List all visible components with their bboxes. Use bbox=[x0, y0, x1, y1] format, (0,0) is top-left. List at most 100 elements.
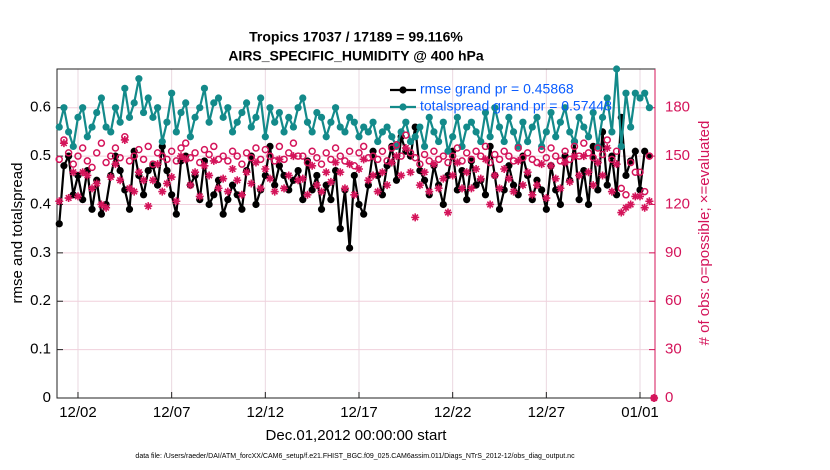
point bbox=[641, 89, 649, 97]
evaluated-marker bbox=[326, 177, 335, 186]
evaluated-marker bbox=[570, 152, 579, 161]
evaluated-marker bbox=[195, 192, 204, 201]
evaluated-marker bbox=[59, 139, 68, 148]
possible-marker bbox=[505, 152, 513, 160]
point bbox=[420, 176, 429, 184]
possible-marker bbox=[69, 160, 78, 168]
possible-marker bbox=[242, 149, 251, 157]
point bbox=[322, 133, 330, 141]
point bbox=[214, 94, 223, 102]
evaluated-marker bbox=[556, 184, 565, 193]
possible-marker bbox=[467, 155, 476, 164]
possible-marker bbox=[626, 158, 635, 167]
point bbox=[528, 196, 536, 204]
evaluated-marker bbox=[134, 168, 143, 177]
evaluated-marker bbox=[401, 144, 410, 153]
possible-marker bbox=[341, 157, 349, 165]
point bbox=[125, 205, 134, 213]
y2-tick-label: 180 bbox=[665, 99, 690, 116]
point bbox=[299, 196, 307, 204]
point bbox=[622, 171, 630, 180]
point bbox=[163, 167, 171, 175]
evaluated-marker bbox=[472, 164, 481, 173]
point bbox=[257, 94, 265, 102]
point bbox=[88, 123, 96, 131]
point bbox=[505, 113, 513, 121]
possible-marker bbox=[116, 153, 124, 162]
point bbox=[374, 137, 382, 146]
point bbox=[242, 99, 251, 107]
possible-marker bbox=[64, 149, 73, 157]
point bbox=[542, 128, 550, 136]
possible-marker bbox=[247, 153, 256, 162]
point bbox=[481, 191, 490, 199]
possible-marker bbox=[224, 157, 232, 165]
evaluated-marker bbox=[223, 187, 232, 196]
possible-marker bbox=[514, 144, 522, 152]
point bbox=[556, 118, 564, 126]
evaluated-marker bbox=[621, 203, 630, 212]
point bbox=[556, 200, 564, 209]
evaluated-marker bbox=[626, 200, 635, 209]
possible-marker bbox=[167, 147, 176, 155]
y-tick-label: 0.4 bbox=[30, 195, 51, 212]
point bbox=[275, 108, 283, 117]
point bbox=[303, 157, 312, 165]
y-tick-label: 0.5 bbox=[30, 147, 51, 164]
point bbox=[500, 137, 508, 146]
point bbox=[402, 118, 410, 126]
evaluated-marker bbox=[340, 184, 349, 193]
point bbox=[603, 94, 611, 102]
point bbox=[622, 89, 630, 97]
point bbox=[97, 94, 106, 102]
point bbox=[93, 108, 101, 117]
point bbox=[317, 205, 326, 213]
evaluated-marker bbox=[518, 181, 527, 190]
evaluated-marker bbox=[607, 187, 616, 196]
point bbox=[308, 186, 316, 194]
point bbox=[219, 210, 227, 218]
possible-marker bbox=[631, 168, 640, 176]
possible-marker bbox=[584, 149, 593, 157]
evaluated-marker bbox=[542, 194, 551, 203]
evaluated-marker bbox=[275, 155, 284, 164]
point bbox=[205, 118, 213, 126]
point bbox=[383, 123, 391, 131]
possible-marker bbox=[130, 152, 138, 160]
point bbox=[631, 147, 639, 155]
point bbox=[627, 123, 635, 131]
evaluated-marker bbox=[247, 179, 256, 188]
point bbox=[247, 123, 255, 131]
point bbox=[205, 200, 213, 209]
point bbox=[168, 89, 176, 97]
point bbox=[528, 123, 536, 131]
point bbox=[645, 104, 653, 112]
evaluated-marker bbox=[55, 197, 64, 206]
possible-marker bbox=[594, 144, 602, 152]
evaluated-marker bbox=[589, 181, 598, 190]
point bbox=[285, 113, 293, 121]
y-axis-label: rmse and totalspread bbox=[9, 163, 26, 304]
possible-marker bbox=[83, 157, 92, 165]
point bbox=[200, 84, 209, 92]
point bbox=[346, 244, 354, 252]
point bbox=[416, 123, 424, 131]
legend-label: totalspread grand pr = 0.57448 bbox=[420, 98, 612, 114]
evaluated-marker bbox=[383, 181, 392, 190]
possible-marker bbox=[135, 145, 143, 154]
evaluated-marker bbox=[561, 158, 570, 167]
point bbox=[378, 191, 387, 199]
evaluated-marker bbox=[69, 168, 78, 177]
possible-marker bbox=[561, 147, 569, 155]
point bbox=[275, 162, 283, 170]
possible-marker bbox=[617, 184, 626, 193]
point bbox=[210, 99, 218, 107]
evaluated-marker bbox=[636, 192, 645, 201]
possible-marker bbox=[196, 158, 204, 167]
evaluated-marker bbox=[439, 174, 448, 183]
point bbox=[463, 123, 471, 131]
point bbox=[575, 113, 583, 121]
point bbox=[477, 137, 485, 146]
evaluated-marker bbox=[130, 187, 139, 196]
